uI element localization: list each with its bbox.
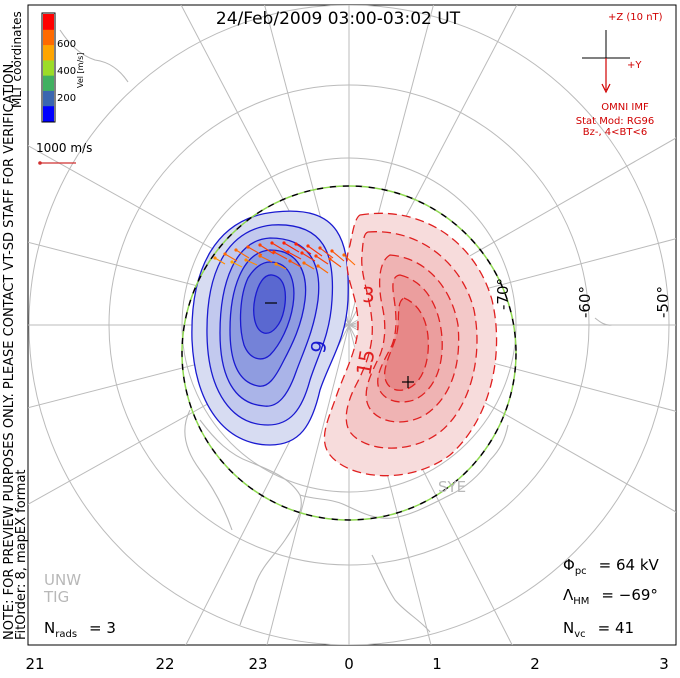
- colorbar-tick: 400: [57, 66, 76, 77]
- reference-vector-dot: [38, 161, 42, 165]
- contour-label: 9: [306, 338, 332, 355]
- velocity-vector: [271, 242, 288, 253]
- velocity-vector: [245, 259, 258, 266]
- colorbar-unit: Vel [m/s]: [76, 53, 85, 88]
- fit-order-note: FitOrder: 8, mapEX format: [14, 469, 29, 640]
- stats-panel: Φpc = 64 kV ΛHM = −69° Nvc = 41 Nrads = 3: [44, 556, 660, 640]
- preview-note: NOTE: FOR PREVIEW PURPOSES ONLY. PLEASE …: [2, 60, 17, 640]
- n-vc-stat: Nvc = 41: [563, 619, 634, 640]
- mlt-label: 23: [248, 655, 267, 673]
- mlt-label: 0: [344, 655, 354, 673]
- velocity-vector: [214, 257, 226, 265]
- velocity-vector: [224, 253, 238, 262]
- velocity-vector: [303, 262, 315, 270]
- velocity-vector: [317, 265, 329, 274]
- mlt-spoke: [266, 324, 350, 645]
- velocity-vector: [329, 258, 342, 268]
- colorbar-band: [43, 105, 54, 122]
- station-label: UNW: [44, 571, 81, 589]
- contour-label: 3: [362, 283, 375, 307]
- plot-title: 24/Feb/2009 03:00-03:02 UT: [216, 9, 461, 29]
- imf-model-1: Stat Mod: RG96: [576, 116, 655, 127]
- velocity-vector: [287, 251, 302, 260]
- lambda-hm-stat: ΛHM = −69°: [563, 586, 658, 607]
- reference-vector: 1000 m/s: [36, 141, 92, 165]
- coastline: [59, 29, 613, 633]
- velocity-vectors: [213, 241, 356, 274]
- velocity-vector: [301, 252, 316, 262]
- colorbar-band: [43, 44, 54, 61]
- velocity-vector: [315, 255, 329, 265]
- velocity-vector: [319, 247, 334, 259]
- mlt-axis: 21 22 23 0 1 2 3: [25, 655, 668, 673]
- colorbar-tick: 200: [57, 93, 76, 104]
- contour-label: 15: [351, 348, 379, 377]
- mlt-label: 21: [25, 655, 44, 673]
- station-label: SYE: [438, 478, 466, 496]
- lat-label-70: -70°: [494, 278, 512, 310]
- lat-label-60: -60°: [576, 286, 594, 318]
- lat-label-50: -50°: [654, 286, 672, 318]
- velocity-vector: [259, 244, 275, 255]
- colorbar-band: [43, 29, 54, 46]
- velocity-vector: [343, 254, 356, 266]
- colorbar-tick: 600: [57, 39, 76, 50]
- colorbar-band: [43, 90, 54, 107]
- imf-dial: +Z (10 nT) +Y OMNI IMF Stat Mod: RG96 Bz…: [576, 12, 663, 138]
- imf-right-label: +Y: [627, 60, 642, 71]
- velocity-vector: [259, 255, 273, 263]
- velocity-vector: [289, 260, 302, 268]
- negative-potential-cell: [191, 210, 349, 446]
- hm-boundary-green: [181, 185, 517, 521]
- colorbar-band: [43, 59, 54, 76]
- velocity-vector: [273, 251, 288, 260]
- reference-vector-label: 1000 m/s: [36, 141, 92, 155]
- velocity-vector: [307, 245, 323, 257]
- velocity-vector: [235, 249, 250, 259]
- mlt-label: 1: [432, 655, 442, 673]
- imf-model-2: Bz-, 4<BT<6: [583, 127, 648, 138]
- velocity-colorbar: 600 400 200 Vel [m/s]: [41, 12, 85, 123]
- colorbar-band: [43, 75, 54, 91]
- velocity-vector: [331, 250, 345, 262]
- positive-potential-cell: [323, 212, 498, 477]
- phi-pc-stat: Φpc = 64 kV: [563, 556, 660, 577]
- colorbar-band: [43, 14, 54, 30]
- imf-source: OMNI IMF: [601, 102, 649, 113]
- n-rads-stat: Nrads = 3: [44, 619, 116, 640]
- mlt-label: 3: [659, 655, 669, 673]
- colorbar-frame: [41, 12, 56, 123]
- velocity-vector: [295, 243, 312, 255]
- station-label: TIG: [43, 588, 69, 606]
- mlt-label: 2: [530, 655, 540, 673]
- velocity-vector: [247, 246, 263, 256]
- velocity-vector: [283, 242, 300, 253]
- imf-top-label: +Z (10 nT): [608, 12, 663, 23]
- velocity-vector: [231, 261, 243, 268]
- imf-arrowhead-icon: [601, 83, 611, 94]
- coord-label: MLT coordinates: [10, 11, 24, 108]
- mlt-label: 22: [155, 655, 174, 673]
- velocity-vector: [275, 263, 287, 270]
